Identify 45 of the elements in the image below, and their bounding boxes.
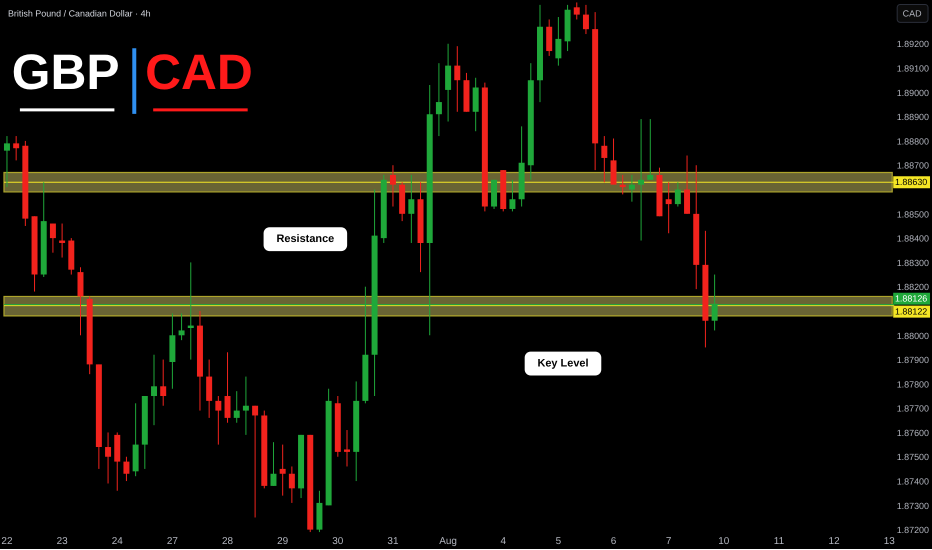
y-tick-label: 1.88800 — [896, 136, 930, 146]
x-tick-label: 12 — [828, 536, 840, 548]
x-tick-label: 7 — [666, 536, 672, 548]
y-tick-label: 1.87400 — [896, 476, 930, 487]
y-tick-label: 1.87700 — [896, 404, 930, 414]
ref-line-label: 1.88122 — [894, 306, 928, 317]
y-tick-label: 1.89100 — [896, 64, 930, 74]
annotation: Resistance — [276, 233, 334, 246]
x-tick-label: Aug — [439, 536, 457, 548]
annotation: CAD — [145, 44, 253, 100]
y-tick-label: 1.88500 — [896, 209, 930, 220]
y-tick-label: 1.88200 — [896, 282, 930, 292]
y-axis-title: CAD — [902, 8, 922, 18]
x-tick-label: 5 — [556, 536, 562, 548]
ref-line-label: 1.88630 — [894, 177, 928, 188]
y-tick-label: 1.88000 — [896, 330, 930, 341]
y-tick-label: 1.87200 — [896, 525, 930, 536]
y-tick-label: 1.87600 — [896, 428, 930, 438]
x-tick-label: 22 — [1, 536, 13, 548]
y-tick-label: 1.88900 — [896, 112, 930, 122]
x-tick-label: 27 — [166, 536, 178, 548]
y-tick-label: 1.87800 — [896, 379, 930, 390]
x-tick-label: 10 — [718, 536, 730, 548]
y-tick-label: 1.88300 — [896, 258, 930, 268]
y-tick-label: 1.87900 — [896, 355, 930, 366]
y-tick-label: 1.89000 — [896, 88, 930, 98]
x-tick-label: 6 — [610, 536, 617, 548]
y-tick-label: 1.89200 — [896, 39, 930, 50]
x-tick-label: 30 — [332, 536, 344, 548]
x-tick-label: 13 — [884, 536, 896, 548]
annotation: Key Level — [537, 358, 589, 370]
y-tick-label: 1.88400 — [896, 234, 930, 244]
y-tick-label: 1.87500 — [896, 452, 930, 462]
x-tick-label: 4 — [500, 536, 506, 548]
y-tick-label: 1.87300 — [896, 500, 930, 511]
annotation: GBP — [12, 44, 120, 100]
text: British Pound / Canadian Dollar · 4h — [8, 8, 151, 18]
x-tick-label: 24 — [112, 536, 124, 548]
x-tick-label: 31 — [387, 536, 399, 548]
ref-line-label: 1.88126 — [894, 294, 928, 304]
x-tick-label: 11 — [774, 536, 785, 548]
y-tick-label: 1.88700 — [896, 160, 930, 171]
x-tick-label: 23 — [56, 536, 68, 548]
x-tick-label: 29 — [277, 536, 289, 548]
x-tick-label: 28 — [222, 536, 234, 548]
